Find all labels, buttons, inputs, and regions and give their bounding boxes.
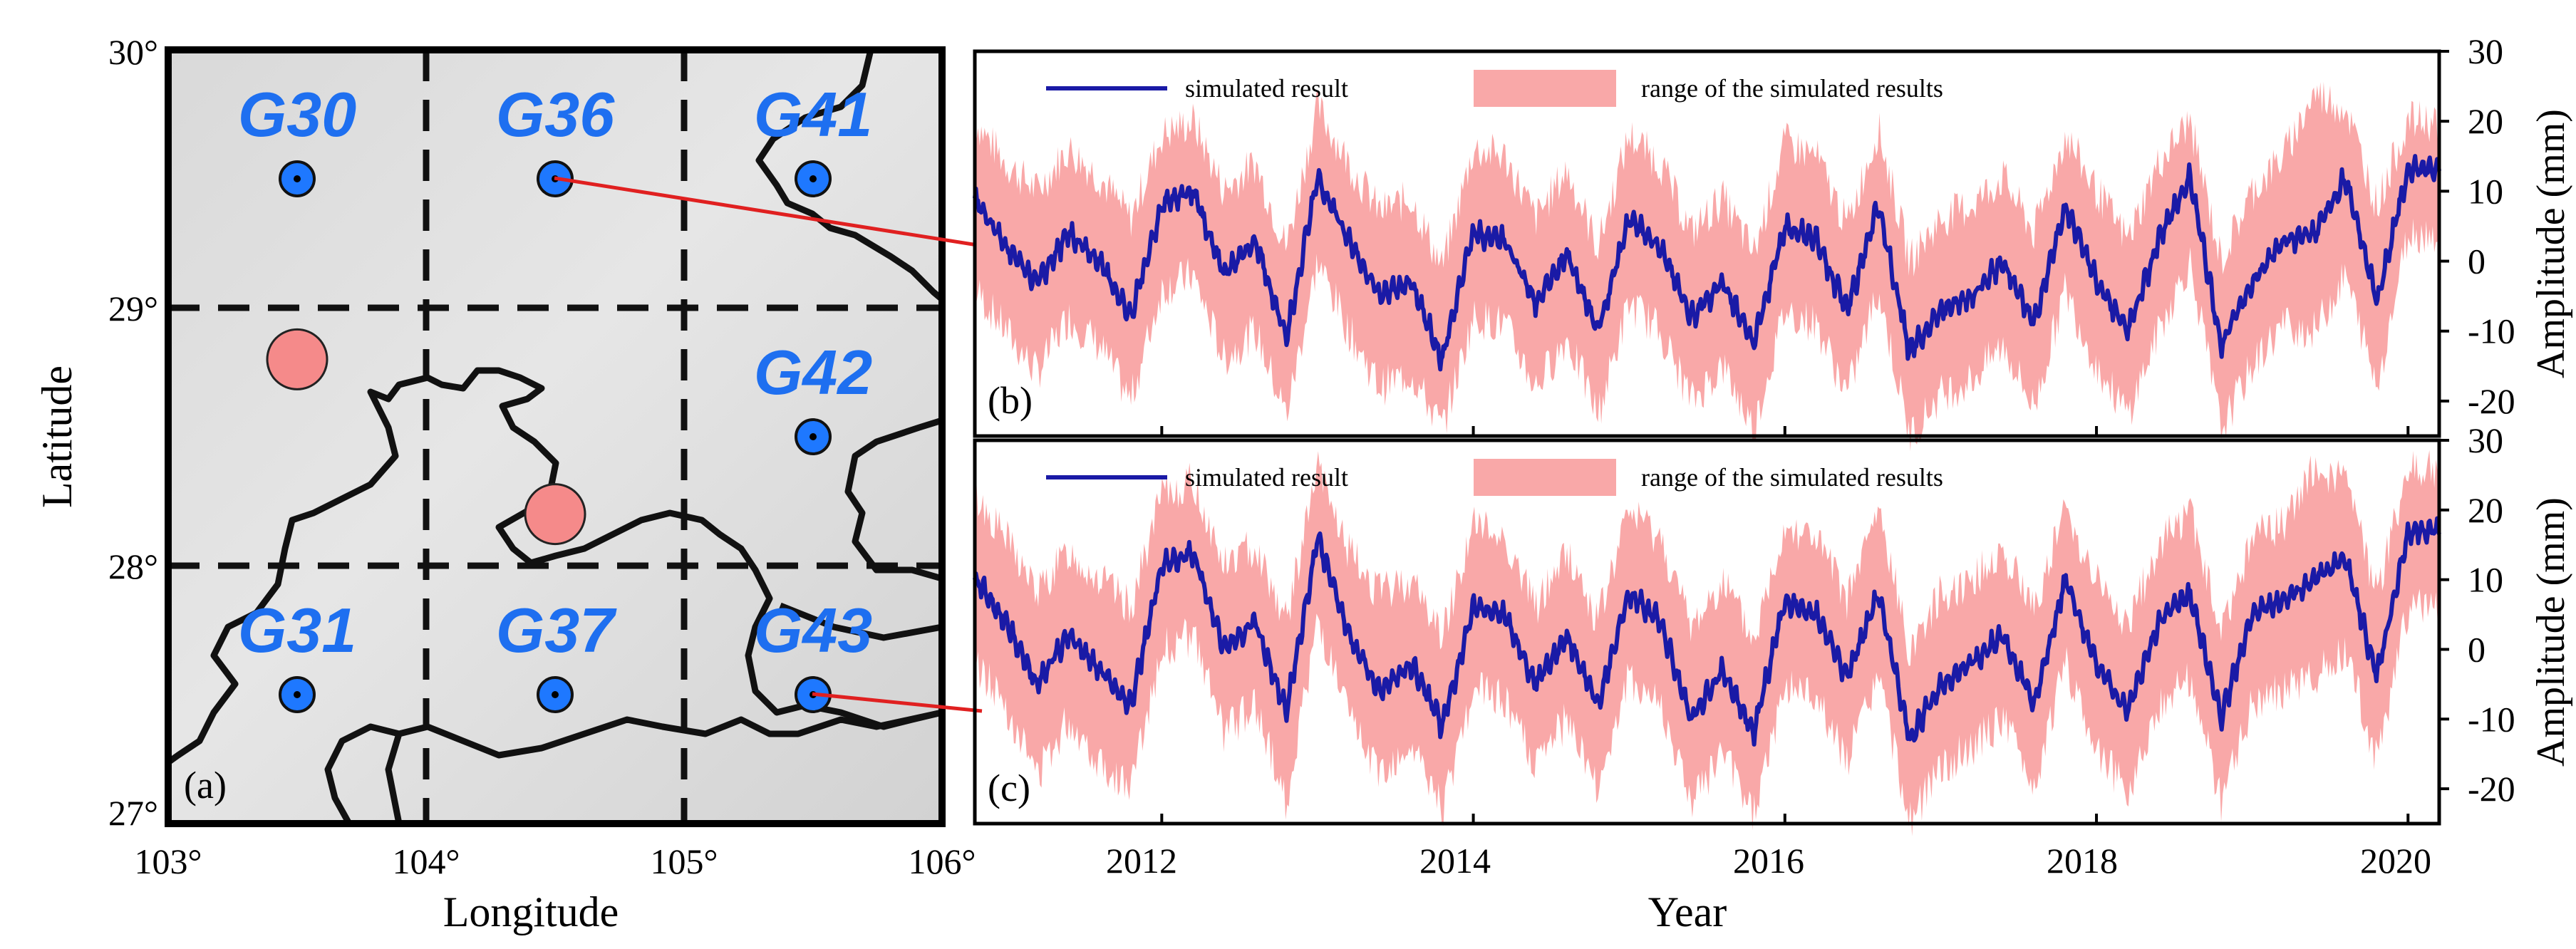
station-marker-dot — [294, 691, 301, 698]
map-y-tick-29: 29° — [108, 289, 158, 328]
station-markers: G30 G36 G41 G42 G31 G37 G43 — [238, 79, 872, 713]
time-x-axis-title: Year — [1648, 888, 1727, 935]
y-axis-title: Amplitude (mm) — [2529, 497, 2573, 767]
station-g36: G36 — [496, 79, 615, 197]
y-tick-label-neg10: -10 — [2468, 311, 2515, 351]
map-y-tick-27: 27° — [108, 793, 158, 833]
legend-line-label: simulated result — [1185, 463, 1348, 492]
map-y-tick-30: 30° — [108, 32, 158, 72]
station-g41: G41 — [754, 79, 872, 197]
province-boundary-east-2 — [844, 417, 942, 582]
map-panel: G30 G36 G41 G42 G31 G37 G43 (a) 103° 104° 105°… — [33, 32, 983, 935]
station-marker-dot — [294, 175, 301, 182]
station-label: G42 — [754, 337, 872, 408]
time-x-tick-2014: 2014 — [1419, 841, 1491, 881]
station-g37: G37 — [496, 595, 617, 713]
y-axis-title: Amplitude (mm) — [2529, 109, 2573, 378]
station-label: G36 — [496, 79, 615, 150]
map-y-axis-title: Latitude — [33, 365, 81, 508]
station-marker-dot — [552, 691, 559, 698]
map-frame — [165, 46, 946, 827]
station-label: G43 — [754, 595, 872, 665]
map-y-tick-28: 28° — [108, 546, 158, 586]
station-g42: G42 — [754, 337, 872, 455]
time-x-tick-2012: 2012 — [1106, 841, 1177, 881]
grid-lines — [168, 50, 942, 824]
y-tick-label-neg10: -10 — [2468, 699, 2515, 739]
legend-band-label: range of the simulated results — [1641, 74, 1943, 103]
station-g43: G43 — [754, 595, 872, 713]
connector-g36-to-b — [554, 176, 983, 248]
simulated-result-line — [973, 154, 2441, 372]
legend-line-label: simulated result — [1185, 74, 1348, 103]
station-marker-dot — [809, 433, 817, 440]
red-site-marker-1 — [266, 328, 329, 390]
y-tick-label-0: 0 — [2468, 242, 2486, 281]
province-boundary-east — [755, 50, 942, 302]
boundary-lines — [168, 50, 942, 824]
y-tick-label-10: 10 — [2468, 171, 2503, 211]
timeseries-panel-c: 30 20 10 0 -10 -20 Amplitude (mm) (c) simulated … — [973, 420, 2573, 836]
province-boundary-southeast — [779, 602, 942, 641]
map-x-tick-104: 104° — [393, 841, 460, 881]
y-tick-label-30: 30 — [2468, 31, 2503, 71]
map-x-tick-105: 105° — [651, 841, 718, 881]
legend-band-swatch — [1474, 70, 1616, 107]
province-boundary-southwest — [385, 732, 403, 824]
y-tick-label-neg20: -20 — [2468, 381, 2515, 421]
map-x-tick-103: 103° — [135, 841, 202, 881]
timeseries-panel-b: 30 20 10 0 -10 -20 Amplitude (mm) (b) simulated … — [973, 31, 2573, 452]
station-marker-dot — [809, 175, 817, 182]
y-tick-label-neg20: -20 — [2468, 769, 2515, 809]
station-label: G31 — [238, 595, 356, 665]
simulated-result-line — [973, 516, 2441, 747]
range-band — [975, 81, 2439, 452]
legend-band-swatch — [1474, 459, 1616, 496]
panel-label: (c) — [988, 767, 1030, 809]
legend-band-label: range of the simulated results — [1641, 463, 1943, 492]
red-site-marker-2 — [524, 483, 586, 546]
plot-frame — [973, 49, 2441, 438]
range-band — [975, 450, 2439, 836]
time-x-tick-2020: 2020 — [2360, 841, 2431, 881]
map-x-tick-106: 106° — [909, 841, 976, 881]
y-tick-label-20: 20 — [2468, 101, 2503, 141]
station-g31: G31 — [238, 595, 356, 713]
station-g30: G30 — [238, 79, 356, 197]
y-tick-label-20: 20 — [2468, 490, 2503, 530]
province-boundary-south — [324, 709, 942, 824]
connector-g43-to-c — [812, 692, 983, 713]
station-label: G37 — [496, 595, 617, 665]
y-tick-label-0: 0 — [2468, 629, 2486, 669]
station-label: G30 — [238, 79, 356, 150]
y-tick-label-30: 30 — [2468, 420, 2503, 460]
map-panel-label: (a) — [184, 764, 227, 807]
time-x-tick-2018: 2018 — [2047, 841, 2118, 881]
station-label: G41 — [754, 79, 872, 150]
plot-frame — [973, 438, 2441, 826]
province-boundary-central — [168, 367, 942, 765]
panel-label: (b) — [988, 379, 1033, 422]
y-tick-label-10: 10 — [2468, 560, 2503, 600]
red-site-markers — [266, 328, 586, 546]
time-x-tick-2016: 2016 — [1733, 841, 1804, 881]
map-x-axis-title: Longitude — [443, 888, 619, 935]
time-x-axis: 2012 2014 2016 2018 2020 Year — [1106, 841, 2431, 935]
